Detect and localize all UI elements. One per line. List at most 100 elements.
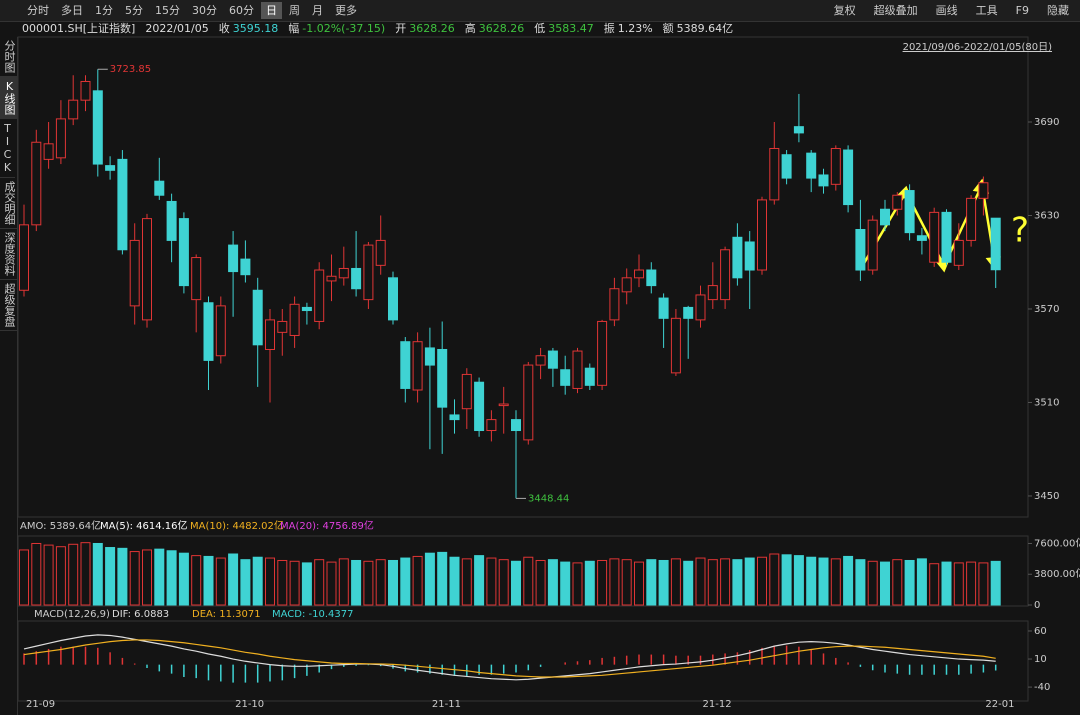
side-tab[interactable]: 深度资料 — [0, 229, 18, 280]
y-tick-label: -40 — [1034, 682, 1050, 693]
ma-label: MA(10): 4482.02亿 — [190, 519, 284, 532]
candle-body — [68, 99, 79, 120]
volume-bar — [166, 550, 177, 606]
candle-body — [301, 306, 312, 312]
side-tab[interactable]: K线图 — [0, 77, 18, 119]
candle-body — [228, 244, 239, 273]
macd-title: MACD(12,26,9) — [34, 609, 110, 620]
candle-body — [535, 355, 546, 366]
info-label: 额 — [662, 22, 674, 35]
period-tab[interactable]: 多日 — [61, 4, 83, 17]
side-tab[interactable]: 超级复盘 — [0, 280, 18, 331]
info-value: 1.23% — [617, 22, 653, 35]
toolbar: 分时 多日 1分 5分 15分 30分 60分日周月更多 复权 超级叠加 画线 工具 F9 隐藏 — [0, 0, 1080, 22]
candle-body — [572, 350, 583, 389]
volume-bar — [892, 559, 903, 606]
period-tab[interactable]: 15分 — [155, 4, 180, 17]
side-tab[interactable]: 分时图 — [0, 37, 18, 77]
macd-line — [23, 639, 996, 678]
volume-bar — [178, 552, 189, 606]
candle-body — [486, 419, 497, 432]
period-tab[interactable]: 月 — [312, 4, 323, 17]
candle-body — [92, 90, 103, 165]
volume-bar — [326, 561, 337, 606]
tool-button[interactable]: 复权 — [833, 4, 856, 17]
volume-bar — [117, 547, 128, 606]
volume-bar — [351, 559, 362, 606]
candle-body — [129, 239, 140, 307]
tool-button[interactable]: 画线 — [935, 4, 958, 17]
candle-body — [117, 158, 128, 251]
y-tick-label: 10 — [1034, 654, 1047, 665]
period-tab[interactable]: 周 — [289, 4, 300, 17]
candle-body — [449, 414, 460, 421]
volume-bar — [695, 557, 706, 606]
volume-bar — [375, 559, 386, 606]
period-tab[interactable]: 60分 — [229, 4, 254, 17]
tool-button[interactable]: 超级叠加 — [873, 4, 918, 17]
volume-bar — [535, 559, 546, 606]
volume-bar — [240, 559, 251, 606]
volume-bar — [941, 561, 952, 606]
volume-bar — [277, 559, 288, 606]
volume-bar — [744, 557, 755, 606]
volume-bar — [904, 559, 915, 606]
candle-body — [818, 174, 829, 187]
volume-bar — [301, 562, 312, 606]
candle-body — [658, 297, 669, 319]
candle-body — [338, 267, 349, 279]
info-label: 开 — [395, 22, 407, 35]
candle-body — [252, 289, 263, 346]
tool-button[interactable]: F9 — [1015, 4, 1029, 17]
volume-bar — [720, 558, 731, 606]
volume-bar — [953, 562, 964, 606]
period-tab[interactable]: 1分 — [95, 4, 113, 17]
candle-body — [757, 199, 767, 271]
candle-body — [720, 249, 731, 301]
candle-body — [855, 229, 866, 271]
volume-title: AMO: 5389.64亿 — [20, 519, 101, 532]
volume-bar — [597, 559, 608, 606]
period-tab[interactable]: 5分 — [125, 4, 143, 17]
macd-panel — [17, 620, 1029, 702]
candle-body — [953, 239, 964, 266]
candle-body — [388, 277, 398, 321]
side-tab[interactable]: TICK — [0, 119, 15, 178]
period-tab[interactable]: 分时 — [27, 4, 49, 17]
volume-bar — [19, 549, 29, 606]
range-label[interactable]: 2021/09/06-2022/01/05(80日) — [902, 42, 1052, 53]
side-tab[interactable]: 成交明细 — [0, 178, 18, 229]
volume-bar — [449, 556, 460, 606]
volume-bar — [867, 560, 878, 606]
candle-body — [265, 319, 275, 350]
candle-body — [621, 277, 632, 293]
period-tab[interactable]: 更多 — [335, 4, 357, 17]
candle-body — [584, 367, 595, 386]
info-value: -1.02%(-37.15) — [302, 22, 386, 35]
macd-line — [23, 634, 996, 681]
volume-bar — [498, 559, 509, 606]
volume-bar — [560, 561, 571, 606]
volume-bar — [793, 555, 804, 606]
period-tab[interactable]: 30分 — [192, 4, 217, 17]
volume-bar — [31, 542, 42, 606]
tool-button[interactable]: 隐藏 — [1047, 4, 1069, 17]
volume-bar — [634, 561, 644, 606]
info-label: 高 — [464, 22, 476, 35]
volume-bar — [732, 559, 743, 606]
stock-code: 000001.SH[上证指数] — [22, 22, 136, 35]
candle-body — [19, 224, 29, 291]
tool-buttons: 复权 超级叠加 画线 工具 F9 隐藏 — [829, 2, 1074, 19]
candle-body — [634, 269, 644, 279]
volume-bar — [43, 544, 54, 606]
volume-bar — [314, 559, 325, 606]
x-tick-label: 21-12 — [703, 699, 732, 710]
candle-body — [707, 285, 718, 301]
candle-body — [929, 211, 940, 263]
candle-body — [732, 236, 743, 279]
y-tick-label: 3450 — [1034, 491, 1059, 502]
question-mark: ? — [1011, 211, 1029, 251]
period-tab[interactable]: 日 — [261, 2, 282, 19]
volume-bar — [424, 552, 435, 606]
tool-button[interactable]: 工具 — [975, 4, 998, 17]
